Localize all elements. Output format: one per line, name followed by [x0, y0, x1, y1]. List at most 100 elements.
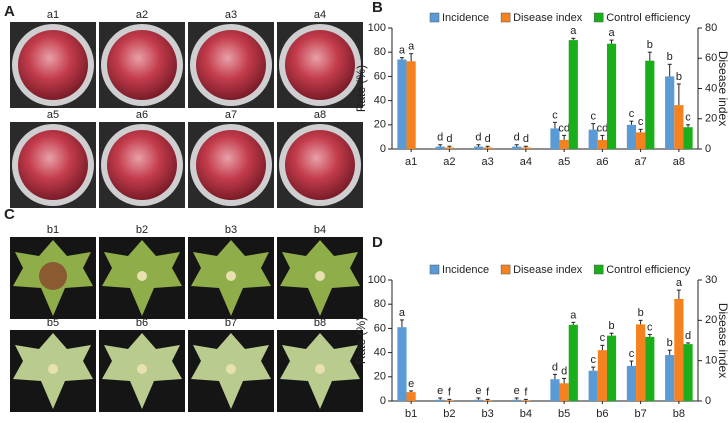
x-tick-label: b3 [482, 408, 494, 420]
significance-label: c [638, 116, 644, 128]
x-tick-label: b4 [520, 408, 532, 420]
panel-letter: A [4, 3, 15, 20]
bar [597, 139, 607, 149]
bar [636, 324, 646, 401]
y-tick-label: 80 [374, 298, 386, 310]
photo-label: a8 [314, 109, 326, 121]
panel-letter: D [372, 234, 383, 251]
significance-label: c [647, 321, 653, 333]
bar [512, 399, 522, 401]
y-axis-label: Rate (%) [354, 65, 368, 112]
grape [196, 130, 266, 200]
x-tick-label: a3 [482, 156, 494, 168]
y-tick-label: 0 [380, 395, 386, 407]
significance-label: b [676, 71, 682, 83]
significance-label: cd [597, 122, 609, 134]
panel-letter: C [4, 206, 15, 223]
bar [674, 298, 684, 401]
significance-label: d [552, 361, 558, 373]
significance-label: d [485, 133, 491, 145]
bar [683, 344, 693, 401]
significance-label: d [446, 133, 452, 145]
bar [406, 392, 416, 401]
bar [588, 370, 598, 401]
legend-swatch [593, 12, 604, 23]
bar [606, 335, 617, 401]
y-tick-label: 20 [374, 371, 386, 383]
x-tick-label: b8 [673, 408, 685, 420]
significance-label: a [399, 307, 406, 319]
significance-label: f [486, 386, 490, 398]
bar [626, 365, 637, 401]
significance-label: c [600, 332, 606, 344]
y2-axis-label: Disease index [716, 303, 728, 378]
photo-label: a5 [47, 109, 59, 121]
grape [107, 130, 177, 200]
grape [18, 30, 88, 100]
significance-label: d [523, 133, 529, 145]
photo-label: b6 [136, 317, 148, 329]
grape [18, 130, 88, 200]
bar [444, 400, 454, 401]
x-tick-label: b1 [405, 408, 417, 420]
bar [626, 124, 637, 149]
y2-tick-label: 20 [705, 314, 717, 326]
significance-label: a [676, 277, 683, 289]
significance-label: c [552, 109, 558, 121]
photo-label: a1 [47, 9, 59, 21]
y2-tick-label: 30 [705, 274, 717, 286]
bar [444, 147, 454, 149]
significance-label: cd [558, 122, 570, 134]
significance-label: a [608, 27, 615, 39]
y-axis-label: Rate (%) [354, 317, 368, 364]
y2-tick-label: 20 [705, 113, 717, 125]
photo-label: a4 [314, 9, 326, 21]
significance-label: d [514, 132, 520, 144]
bar [645, 60, 655, 149]
legend-label: Incidence [442, 264, 489, 276]
bar [550, 379, 560, 401]
x-tick-label: a7 [635, 156, 647, 168]
lesion [137, 271, 147, 281]
photo-label: b4 [314, 224, 326, 236]
significance-label: e [514, 385, 520, 397]
x-tick-label: b6 [596, 408, 608, 420]
bar [397, 59, 407, 149]
x-tick-label: a4 [520, 156, 532, 168]
grape [107, 30, 177, 100]
significance-label: e [437, 385, 443, 397]
y-tick-label: 40 [374, 347, 386, 359]
bar [568, 40, 578, 149]
significance-label: f [524, 386, 528, 398]
x-tick-label: b2 [443, 408, 455, 420]
significance-label: a [399, 45, 406, 57]
photo-label: b7 [225, 317, 237, 329]
y-tick-label: 20 [374, 119, 386, 131]
significance-label: a [570, 25, 577, 37]
photo-label: a6 [136, 109, 148, 121]
bar [483, 400, 493, 401]
significance-label: d [561, 365, 567, 377]
grape [285, 30, 355, 100]
y2-tick-label: 10 [705, 355, 717, 367]
lesion [39, 262, 67, 290]
significance-label: b [638, 307, 644, 319]
legend-label: Disease index [513, 12, 583, 24]
bar [559, 383, 569, 401]
bar [568, 324, 578, 401]
significance-label: c [590, 110, 596, 122]
significance-label: c [685, 112, 691, 124]
significance-label: e [408, 378, 414, 390]
significance-label: c [590, 354, 596, 366]
x-tick-label: a5 [558, 156, 570, 168]
bar [521, 147, 531, 149]
y-tick-label: 100 [368, 274, 386, 286]
bar [665, 355, 675, 401]
y-tick-label: 100 [368, 22, 386, 34]
significance-label: d [685, 330, 691, 342]
photo-label: a3 [225, 9, 237, 21]
significance-label: c [629, 108, 635, 120]
significance-label: e [475, 385, 481, 397]
y-tick-label: 40 [374, 95, 386, 107]
significance-label: a [408, 41, 415, 53]
